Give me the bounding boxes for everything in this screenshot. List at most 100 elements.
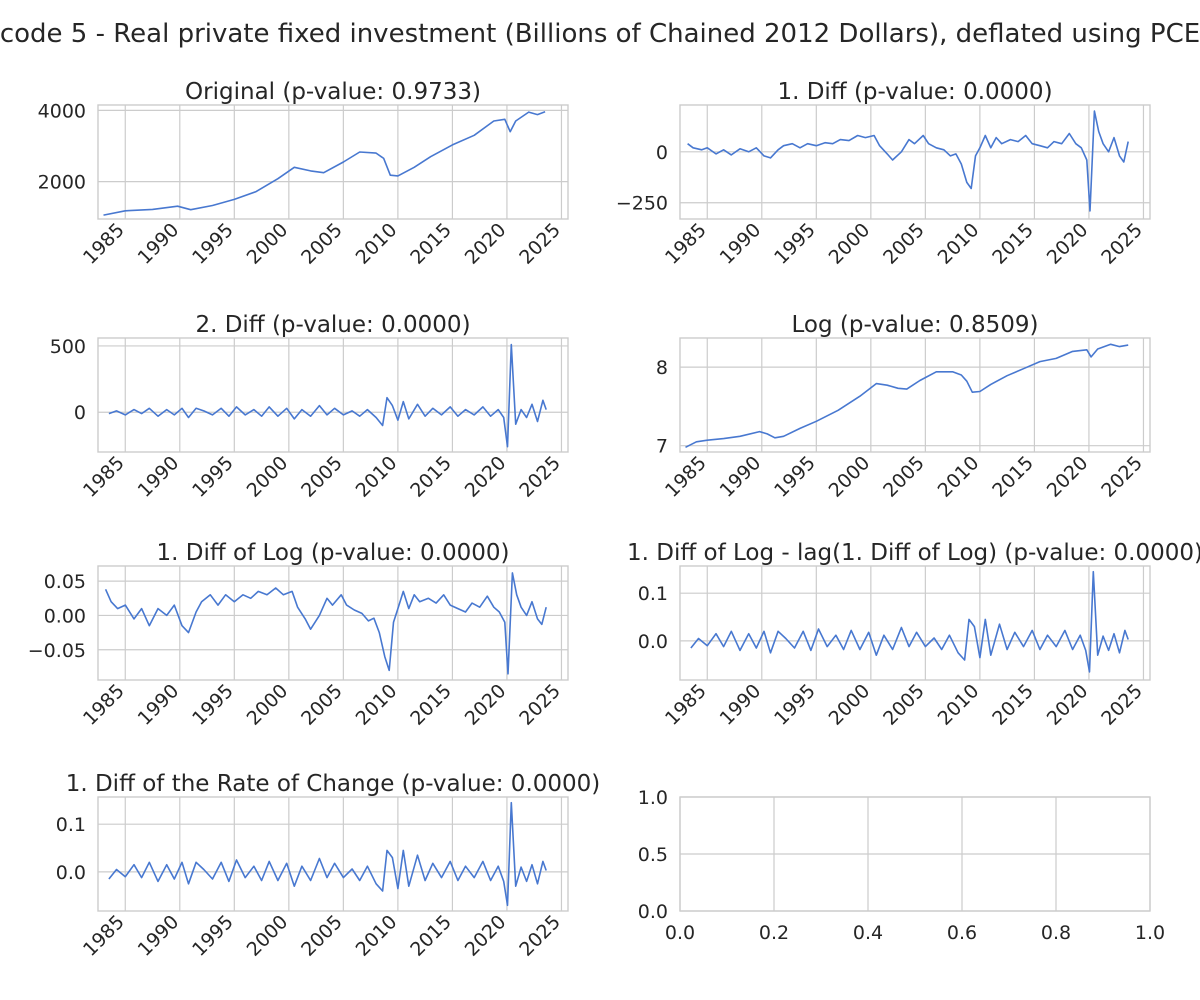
x-tick-label: 1985	[661, 680, 711, 730]
y-tick-label: 0.1	[638, 583, 668, 605]
x-tick-label: 1985	[661, 219, 711, 269]
x-tick-label: 0.2	[759, 922, 789, 944]
x-tick-label: 1995	[770, 680, 820, 730]
x-tick-label: 2025	[1097, 219, 1147, 269]
x-tick-label: 2000	[243, 911, 293, 961]
x-tick-label: 2020	[461, 219, 511, 269]
x-tick-label: 2000	[243, 452, 293, 502]
series-line-1	[690, 570, 1129, 673]
x-tick-label: 2015	[406, 680, 456, 730]
x-tick-label: 1995	[188, 452, 238, 502]
x-tick-label: 2015	[988, 452, 1038, 502]
subplot-7: 1. Diff of the Rate of Change (p-value: …	[56, 771, 600, 961]
x-tick-label: 2005	[879, 452, 929, 502]
x-tick-label: 2020	[461, 911, 511, 961]
x-tick-label: 2000	[825, 452, 875, 502]
y-tick-label: 0.05	[44, 571, 86, 593]
x-tick-label: 1995	[770, 219, 820, 269]
x-tick-label: 2010	[934, 680, 984, 730]
axes-frame	[97, 796, 569, 912]
x-tick-label: 2020	[461, 680, 511, 730]
x-tick-label: 1995	[770, 452, 820, 502]
subplot-title: 1. Diff (p-value: 0.0000)	[777, 79, 1052, 105]
subplot-1: Original (p-value: 0.9733) 2000 4000 1985 19…	[38, 79, 569, 269]
x-tick-label: 2015	[406, 911, 456, 961]
series-line-1	[108, 343, 547, 448]
x-tick-label: 2020	[1043, 452, 1093, 502]
series-line-1	[104, 572, 547, 675]
subplot-3: 2. Diff (p-value: 0.0000) 0 500 1985 1990 199…	[50, 312, 569, 502]
x-tick-label: 2010	[934, 452, 984, 502]
x-tick-label: 1985	[79, 452, 129, 502]
subplot-title: 1. Diff of Log - lag(1. Diff of Log) (p-…	[627, 540, 1200, 566]
series-line-1	[687, 110, 1129, 212]
axes-frame	[679, 104, 1151, 220]
x-tick-label: 0.4	[853, 922, 883, 944]
x-tick-label: 2025	[1097, 680, 1147, 730]
x-tick-label: 2025	[515, 680, 565, 730]
x-tick-label: 2025	[515, 911, 565, 961]
y-tick-label: 1.0	[638, 787, 668, 809]
x-tick-label: 2025	[515, 452, 565, 502]
y-tick-label: 0.0	[56, 862, 86, 884]
y-tick-label: 4000	[38, 100, 86, 122]
series-line-1	[685, 343, 1129, 449]
x-tick-label: 1990	[134, 219, 184, 269]
x-tick-label: 1995	[188, 680, 238, 730]
x-tick-label: 1985	[79, 219, 129, 269]
x-tick-label: 2020	[1043, 680, 1093, 730]
x-tick-label: 2020	[1043, 219, 1093, 269]
subplot-8: 0.0 0.5 1.0 0.0 0.2 0.4 0.6 0.8 1.0	[638, 787, 1165, 944]
x-tick-label: 1.0	[1135, 922, 1165, 944]
figure-title: code 5 - Real private fixed investment (…	[0, 19, 1200, 49]
y-tick-label: 0	[656, 142, 668, 164]
x-tick-label: 2005	[297, 452, 347, 502]
axes-frame	[97, 104, 569, 220]
x-tick-label: 2025	[1097, 452, 1147, 502]
x-tick-label: 2000	[243, 219, 293, 269]
x-tick-label: 2000	[243, 680, 293, 730]
x-tick-label: 1985	[79, 911, 129, 961]
x-tick-label: 1995	[188, 911, 238, 961]
x-tick-label: 2005	[297, 219, 347, 269]
axes-frame	[97, 565, 569, 681]
x-tick-label: 2005	[879, 680, 929, 730]
x-tick-label: 2005	[297, 680, 347, 730]
x-tick-label: 1990	[134, 911, 184, 961]
axes-frame	[679, 565, 1151, 681]
x-tick-label: 0.6	[947, 922, 977, 944]
subplot-title: 1. Diff of the Rate of Change (p-value: …	[66, 771, 601, 797]
y-tick-label: 0.1	[56, 814, 86, 836]
x-tick-label: 2010	[934, 219, 984, 269]
x-tick-label: 2000	[825, 219, 875, 269]
x-tick-label: 2005	[297, 911, 347, 961]
subplot-6: 1. Diff of Log - lag(1. Diff of Log) (p-…	[627, 540, 1200, 730]
axes-frame	[679, 796, 1151, 912]
x-tick-label: 2015	[988, 219, 1038, 269]
y-tick-label: 8	[656, 357, 668, 379]
y-tick-label: 2000	[38, 172, 86, 194]
subplot-5: 1. Diff of Log (p-value: 0.0000) −0.05 0.0…	[28, 540, 569, 730]
y-tick-label: 0.5	[638, 844, 668, 866]
x-tick-label: 0.8	[1041, 922, 1071, 944]
x-tick-label: 1985	[661, 452, 711, 502]
x-tick-label: 1990	[716, 452, 766, 502]
series-line-1	[103, 111, 546, 216]
x-tick-label: 1990	[134, 452, 184, 502]
x-tick-label: 2015	[988, 680, 1038, 730]
subplot-title: Log (p-value: 0.8509)	[792, 312, 1039, 338]
x-tick-label: 2010	[352, 680, 402, 730]
axes-frame	[97, 337, 569, 453]
y-tick-label: 0.00	[44, 605, 86, 627]
x-tick-label: 2010	[352, 219, 402, 269]
x-tick-label: 2010	[352, 452, 402, 502]
subplot-title: Original (p-value: 0.9733)	[185, 79, 481, 105]
x-tick-label: 1990	[716, 219, 766, 269]
y-tick-label: 0.0	[638, 901, 668, 923]
x-tick-label: 2015	[406, 452, 456, 502]
x-tick-label: 2005	[879, 219, 929, 269]
x-tick-label: 1990	[134, 680, 184, 730]
